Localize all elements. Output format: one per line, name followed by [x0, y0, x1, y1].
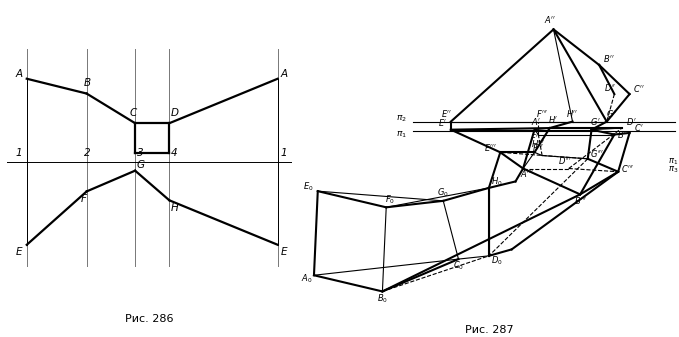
Text: 2: 2	[84, 148, 90, 158]
Text: $E'$: $E'$	[439, 117, 448, 128]
Text: $H_0$: $H_0$	[491, 176, 502, 188]
Text: 4: 4	[170, 148, 177, 158]
Text: $H'$: $H'$	[548, 114, 559, 125]
Text: $\pi_2$: $\pi_2$	[397, 114, 407, 124]
Text: $C_0$: $C_0$	[453, 260, 464, 272]
Text: $G_0$: $G_0$	[437, 187, 449, 200]
Text: E: E	[16, 247, 22, 257]
Text: $B_0$: $B_0$	[377, 292, 388, 305]
Text: $E''$: $E''$	[441, 108, 453, 119]
Text: 1: 1	[16, 148, 22, 158]
Text: H: H	[170, 203, 179, 213]
Text: $G''$: $G''$	[606, 108, 619, 119]
Text: D: D	[170, 108, 179, 118]
Text: Рис. 286: Рис. 286	[125, 314, 174, 324]
Text: A: A	[16, 69, 22, 79]
Text: $G'$: $G'$	[590, 116, 601, 127]
Text: $F'''$: $F'''$	[536, 108, 548, 119]
Text: $F'$: $F'$	[530, 132, 539, 143]
Text: Рис. 287: Рис. 287	[464, 326, 513, 336]
Text: A: A	[280, 69, 288, 79]
Text: 3: 3	[136, 148, 143, 158]
Text: G: G	[136, 160, 145, 170]
Text: B: B	[84, 78, 91, 88]
Text: E: E	[280, 247, 287, 257]
Text: $F_0$: $F_0$	[385, 193, 395, 206]
Text: $\pi_3$: $\pi_3$	[667, 165, 678, 175]
Text: $F'''$: $F'''$	[532, 142, 545, 153]
Text: $C'''$: $C'''$	[621, 163, 634, 174]
Text: $E_0$: $E_0$	[303, 181, 314, 193]
Text: $D_0$: $D_0$	[491, 255, 502, 268]
Text: $C'$: $C'$	[634, 122, 644, 133]
Text: $H''$: $H''$	[566, 108, 579, 119]
Text: $\pi_1$: $\pi_1$	[667, 157, 678, 167]
Text: F: F	[81, 194, 87, 204]
Text: $G'''$: $G'''$	[590, 148, 604, 159]
Text: $D'$: $D'$	[626, 116, 637, 127]
Text: $C''$: $C''$	[634, 84, 645, 94]
Text: $B'$: $B'$	[617, 129, 627, 140]
Text: $A''$: $A''$	[544, 14, 555, 25]
Text: $A'''$: $A'''$	[520, 167, 534, 179]
Text: 1: 1	[280, 148, 287, 158]
Text: $A_0$: $A_0$	[301, 273, 312, 285]
Text: $B''$: $B''$	[603, 53, 614, 64]
Text: $E'''$: $E'''$	[484, 142, 497, 153]
Text: C: C	[130, 108, 136, 118]
Text: $H'''$: $H'''$	[532, 139, 545, 150]
Text: $A'$: $A'$	[531, 116, 542, 127]
Text: $B'''$: $B'''$	[574, 195, 587, 206]
Text: $\pi_1$: $\pi_1$	[397, 129, 407, 140]
Text: $D'''$: $D'''$	[558, 155, 572, 166]
Text: $D''$: $D''$	[604, 82, 617, 93]
